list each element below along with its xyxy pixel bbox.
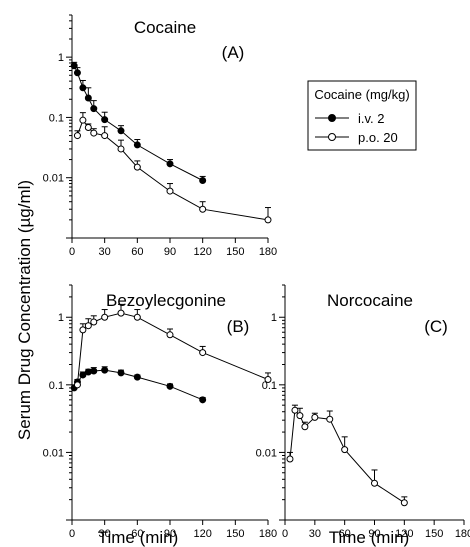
x-tick-label: 120 <box>193 246 211 258</box>
data-point-filled <box>90 105 98 113</box>
x-tick-label: 150 <box>425 528 443 540</box>
legend-marker-filled <box>328 114 336 122</box>
panel-title: Norcocaine <box>327 291 413 310</box>
panel-cocaine: Cocaine (A) 0.01 0.1 1 0 30 60 90 120 150 180 <box>43 14 277 258</box>
data-point-filled <box>166 160 174 168</box>
data-point-open <box>73 381 81 389</box>
x-tick-label: 90 <box>164 528 176 540</box>
data-point-open <box>117 145 125 153</box>
panel-label: (B) <box>227 317 250 336</box>
panel-title: Bezoylecgonine <box>106 291 226 310</box>
data-point-open <box>341 446 349 454</box>
y-tick-label: 1 <box>58 312 64 324</box>
legend: Cocaine (mg/kg) i.v. 2 p.o. 20 <box>307 80 417 151</box>
legend-title: Cocaine (mg/kg) <box>314 87 409 102</box>
data-point-open <box>166 187 174 195</box>
x-tick-label: 60 <box>131 246 143 258</box>
legend-entry-po: p.o. 20 <box>358 130 398 145</box>
x-tick-label: 90 <box>368 528 380 540</box>
data-point-open <box>133 313 141 321</box>
data-point-open <box>291 406 299 414</box>
data-point-filled <box>117 369 125 377</box>
x-tick-label: 180 <box>259 246 277 258</box>
data-point-open <box>79 326 87 334</box>
data-point-open <box>400 499 408 507</box>
data-point-open <box>90 318 98 326</box>
x-tick-label: 180 <box>259 528 277 540</box>
data-point-filled <box>133 373 141 381</box>
data-point-filled <box>79 84 87 92</box>
data-point-open <box>84 124 92 132</box>
y-tick-label: 1 <box>58 52 64 64</box>
x-tick-label: 30 <box>99 528 111 540</box>
data-point-open <box>166 331 174 339</box>
data-point-open <box>73 132 81 140</box>
data-point-filled <box>199 176 207 184</box>
figure-y-axis-label: Serum Drug Concentration (µg/ml) <box>15 180 34 440</box>
x-tick-label: 120 <box>193 528 211 540</box>
data-point-open <box>311 413 319 421</box>
y-tick-label: 1 <box>271 312 277 324</box>
panel-title: Cocaine <box>134 18 196 37</box>
x-tick-label: 30 <box>99 246 111 258</box>
y-tick-label: 0.1 <box>262 380 277 392</box>
data-point-open <box>296 412 304 420</box>
legend-entry-iv: i.v. 2 <box>358 111 385 126</box>
x-axis-label: Time (min) <box>329 528 410 547</box>
x-tick-label: 0 <box>69 246 75 258</box>
panel-label: (C) <box>424 317 448 336</box>
panel-norcocaine: Norcocaine (C) Time (min) 0.01 0.1 1 0 30 60 9… <box>256 284 470 547</box>
data-point-open <box>326 415 334 423</box>
series-line <box>73 369 203 401</box>
y-tick-label: 0.1 <box>49 380 64 392</box>
data-point-open <box>286 455 294 463</box>
data-point-open <box>199 205 207 213</box>
data-point-filled <box>84 94 92 102</box>
data-point-open <box>264 216 272 224</box>
data-point-open <box>79 116 87 124</box>
data-point-filled <box>166 382 174 390</box>
x-tick-label: 90 <box>164 246 176 258</box>
data-point-filled <box>101 116 109 124</box>
data-point-open <box>117 309 125 317</box>
x-tick-label: 60 <box>131 528 143 540</box>
legend-box <box>307 80 417 151</box>
x-tick-label: 150 <box>226 528 244 540</box>
x-tick-label: 30 <box>309 528 321 540</box>
panel-bezoylecgonine: Bezoylecgonine (B) Time (min) 0.01 0.1 1 0 3… <box>43 284 277 547</box>
y-tick-label: 0.01 <box>43 447 64 459</box>
y-tick-label: 0.01 <box>256 447 277 459</box>
data-point-filled <box>79 371 87 379</box>
x-tick-label: 60 <box>339 528 351 540</box>
data-point-filled <box>133 141 141 149</box>
panel-label: (A) <box>222 43 245 62</box>
data-point-filled <box>117 127 125 135</box>
y-tick-label: 0.01 <box>43 173 64 185</box>
data-point-open <box>264 375 272 383</box>
x-tick-label: 0 <box>282 528 288 540</box>
data-point-open <box>199 349 207 357</box>
data-point-open <box>371 479 378 487</box>
data-point-filled <box>199 396 207 404</box>
data-point-filled <box>101 366 109 374</box>
data-point-open <box>101 132 109 140</box>
data-point-filled <box>90 367 98 375</box>
x-tick-label: 180 <box>455 528 470 540</box>
data-point-open <box>101 313 109 321</box>
x-tick-label: 150 <box>226 246 244 258</box>
data-point-open <box>84 322 92 330</box>
data-point-open <box>90 129 98 137</box>
data-point-filled <box>73 69 81 77</box>
y-tick-label: 0.1 <box>49 112 64 124</box>
data-point-open <box>133 163 141 171</box>
x-tick-label: 0 <box>69 528 75 540</box>
x-tick-label: 120 <box>395 528 413 540</box>
series-line <box>73 65 203 181</box>
legend-marker-open <box>328 133 336 141</box>
x-axis-label: Time (min) <box>98 528 179 547</box>
data-point-open <box>301 423 309 431</box>
